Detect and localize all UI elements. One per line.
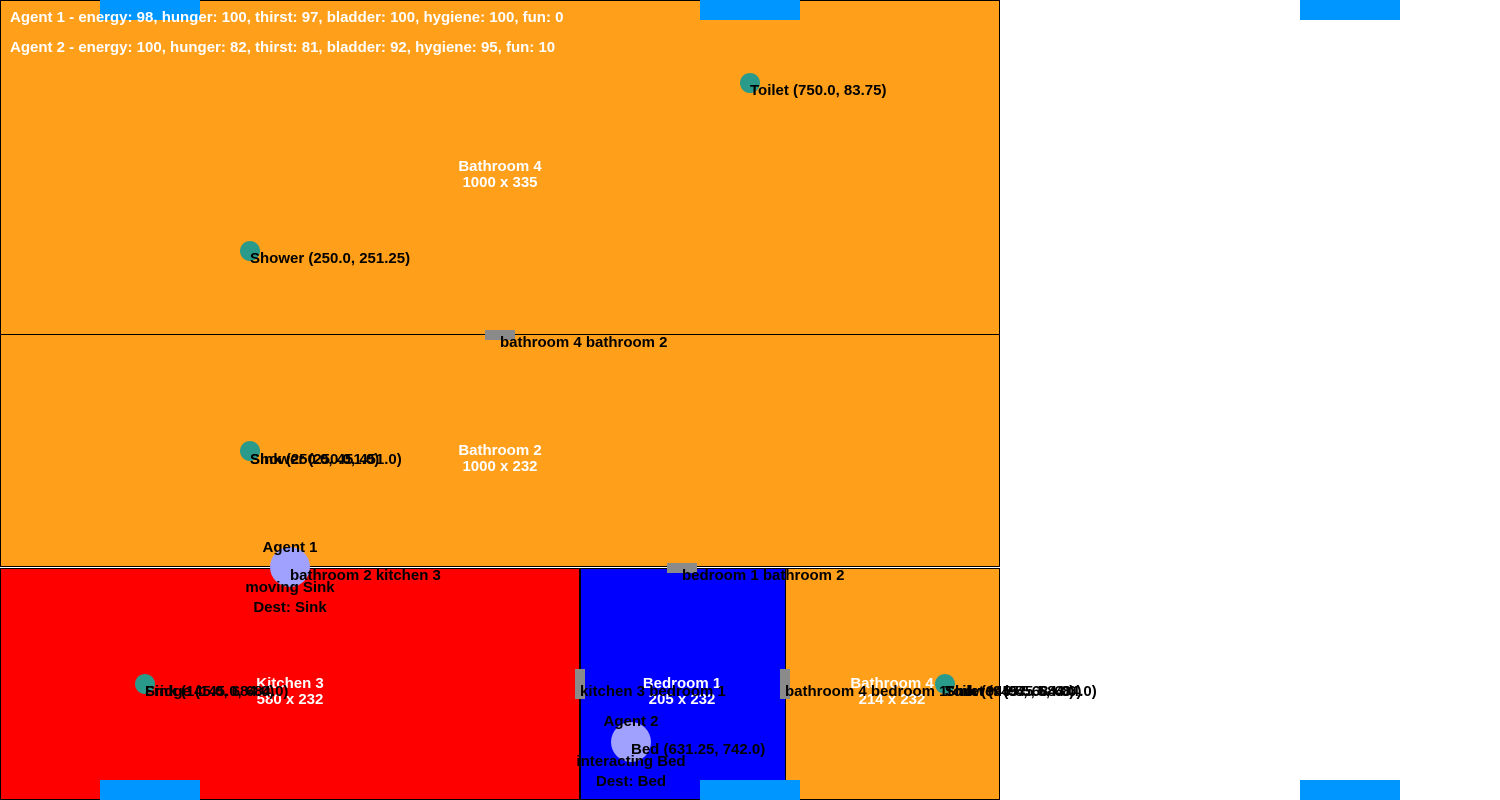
door-label-bathroom4-bedroom1: bathroom 4 bedroom 1 — [785, 683, 948, 700]
agent-1-status: moving Sink — [245, 579, 335, 596]
room-label-bedroom-1: Bedroom 1 205 x 232 — [643, 676, 721, 708]
agent-1-name: Agent 1 — [262, 539, 318, 556]
agent-2[interactable] — [611, 722, 651, 762]
room-label-kitchen-3: Kitchen 3 580 x 232 — [256, 676, 324, 708]
agent-2-status: interacting Bed — [576, 753, 686, 770]
shower-label: Shower (250.0, 451.0) — [250, 451, 402, 468]
agent-2-destination: Dest: Bed — [595, 773, 667, 790]
shower-label: Shower (945.5, 684.0) — [945, 683, 1097, 700]
sink-label: Sink (250.0, 451.0) — [250, 451, 380, 468]
sink-fridge-object[interactable] — [135, 674, 155, 694]
bed-label: Bed (631.25, 742.0) — [631, 741, 766, 758]
door-kitchen3-bedroom1[interactable] — [575, 669, 585, 699]
shower-object[interactable] — [240, 241, 260, 261]
toilet-label: Toilet (750.0, 83.75) — [750, 82, 887, 99]
sink-shower-toilet-object[interactable] — [935, 674, 955, 694]
room-size: 205 x 232 — [648, 691, 716, 708]
room-name: Bathroom 4 — [458, 158, 542, 175]
toilet-label: Toilet (945.5, 684.0) — [945, 683, 1082, 700]
window-top-3 — [1300, 0, 1400, 20]
room-size: 214 x 232 — [858, 691, 926, 708]
agent-1-needs-status: Agent 1 - energy: 98, hunger: 100, thirs… — [10, 9, 564, 26]
window-top-1 — [100, 0, 200, 20]
room-label-bathroom-4-top: Bathroom 4 1000 x 335 — [458, 159, 541, 191]
shower-label: Shower (250.0, 251.25) — [250, 250, 411, 267]
room-label-bathroom-2: Bathroom 2 1000 x 232 — [458, 443, 541, 475]
sink-shower-object[interactable] — [240, 441, 260, 461]
door-bathroom4-bathroom2[interactable] — [485, 330, 515, 340]
agent-2-name: Agent 2 — [603, 713, 659, 730]
toilet-object[interactable] — [740, 73, 760, 93]
agent-2-needs-status: Agent 2 - energy: 100, hunger: 82, thirs… — [10, 39, 556, 56]
window-bottom-1 — [100, 780, 200, 800]
agent-1[interactable] — [270, 547, 310, 587]
sink-label: Sink (145.0, 684.0) — [145, 683, 275, 700]
room-bathroom-4-top — [0, 0, 1000, 335]
door-bedroom1-bathroom2[interactable] — [667, 563, 697, 573]
room-name: Kitchen 3 — [256, 675, 324, 692]
room-name: Bathroom 4 — [850, 675, 934, 692]
room-name: Bedroom 1 — [642, 675, 722, 692]
agent-1-destination: Dest: Sink — [253, 599, 327, 616]
room-name: Bathroom 2 — [458, 442, 542, 459]
door-bathroom4-bedroom1[interactable] — [780, 669, 790, 699]
door-label-kitchen3-bedroom1: kitchen 3 bedroom 1 — [580, 683, 726, 700]
door-label-bedroom1-bathroom2: bedroom 1 bathroom 2 — [682, 567, 845, 584]
room-size: 1000 x 232 — [462, 458, 538, 475]
room-bathroom-2 — [0, 334, 1000, 567]
room-size: 580 x 232 — [256, 691, 324, 708]
room-size: 1000 x 335 — [462, 174, 538, 191]
room-bathroom-4-small — [785, 568, 1000, 800]
door-label-bathroom4-bathroom2: bathroom 4 bathroom 2 — [500, 334, 668, 351]
door-label-bathroom2-kitchen3: bathroom 2 kitchen 3 — [290, 567, 441, 584]
room-label-bathroom-4-small: Bathroom 4 214 x 232 — [850, 676, 933, 708]
window-bottom-2 — [700, 780, 800, 800]
fridge-label: Fridge (145.0, 684.0) — [145, 683, 289, 700]
window-top-2 — [700, 0, 800, 20]
sink-label: Sink (945.5, 684.0) — [945, 683, 1075, 700]
window-bottom-3 — [1300, 780, 1400, 800]
room-bedroom-1 — [580, 568, 786, 800]
